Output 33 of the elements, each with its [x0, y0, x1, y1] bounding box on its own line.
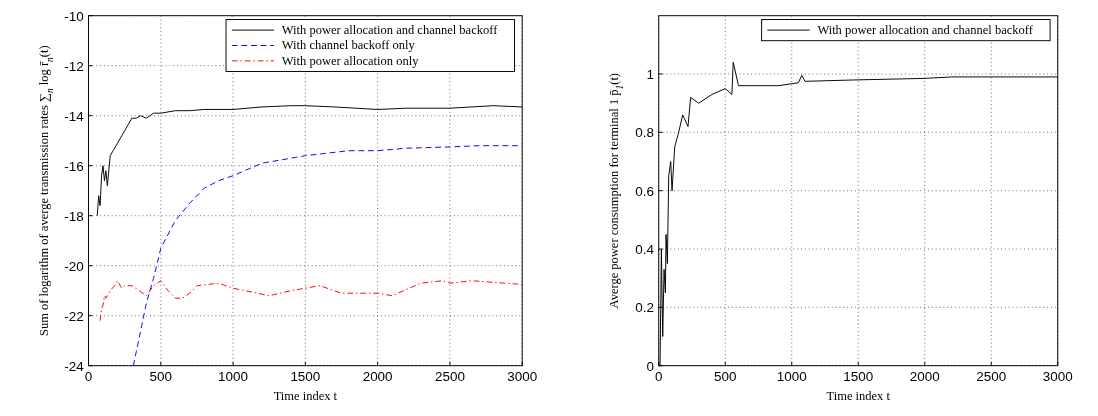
x-tick-label: 2000 — [909, 369, 940, 385]
x-tick-label: 3000 — [1042, 369, 1073, 385]
x-tick-label: 2500 — [976, 369, 1007, 385]
x-axis-title: Time index t — [826, 389, 891, 404]
legend-label: With power allocation and channel backoff — [281, 22, 499, 37]
y-tick-label: -24 — [64, 358, 85, 374]
y-tick-label: 0.6 — [635, 183, 654, 199]
y-tick-label: 0.8 — [635, 125, 654, 141]
y-tick-label: -18 — [64, 208, 84, 224]
legend-label: With power allocation and channel backoff — [817, 22, 1034, 37]
y-tick-label: 1 — [646, 66, 654, 82]
x-tick-label: 2000 — [362, 369, 393, 385]
legend-label: With channel backoff only — [281, 38, 416, 53]
y-tick-label: -22 — [64, 308, 84, 324]
y-tick-label: -14 — [64, 108, 85, 124]
y-tick-label: 0 — [646, 358, 654, 374]
legend-label: With power allocation only — [281, 53, 420, 68]
y-tick-label: 0.2 — [635, 300, 654, 316]
x-tick-label: 1500 — [290, 369, 321, 385]
x-tick-label: 500 — [149, 369, 173, 385]
x-tick-label: 1000 — [776, 369, 807, 385]
x-tick-label: 3000 — [507, 369, 538, 385]
line-series — [99, 280, 523, 322]
x-tick-label: 500 — [714, 369, 737, 385]
y-tick-label: -20 — [64, 258, 84, 274]
x-tick-label: 1500 — [843, 369, 874, 385]
x-tick-label: 2500 — [434, 369, 465, 385]
x-axis-title: Time index t — [273, 389, 338, 404]
x-tick-label: 1000 — [218, 369, 249, 385]
y-tick-label: 0.4 — [635, 241, 655, 257]
y-tick-label: -10 — [64, 8, 84, 24]
y-tick-label: -16 — [64, 158, 84, 174]
y-tick-label: -12 — [64, 58, 84, 74]
